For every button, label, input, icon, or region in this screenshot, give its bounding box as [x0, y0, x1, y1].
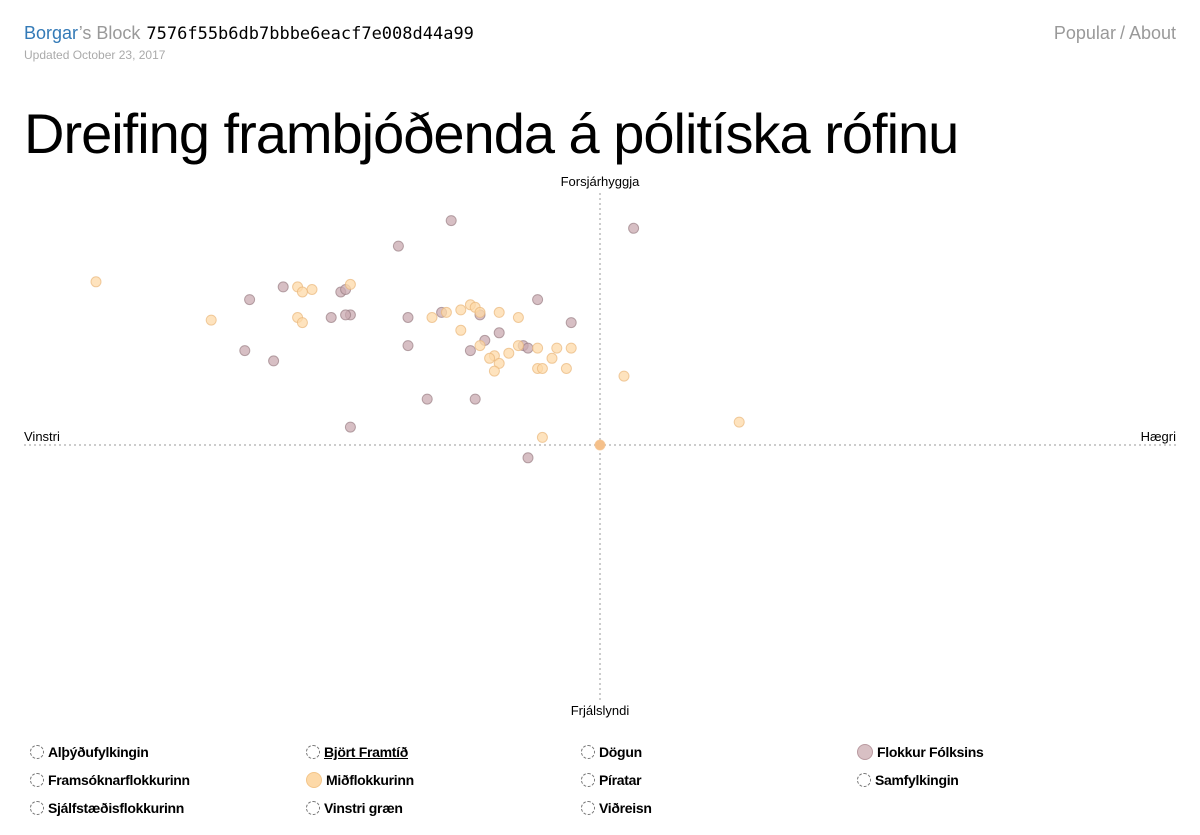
- flokkur-folksins-point[interactable]: [392, 240, 404, 252]
- midflokkurinn-point[interactable]: [565, 342, 577, 354]
- flokkur-folksins-point[interactable]: [469, 393, 481, 405]
- midflokkurinn-point[interactable]: [306, 284, 318, 295]
- flokkur-folksins-point[interactable]: [344, 421, 356, 433]
- midflokkurinn-point[interactable]: [618, 370, 630, 382]
- midflokkurinn-point[interactable]: [440, 306, 452, 318]
- flokkur-folksins-point[interactable]: [445, 215, 457, 227]
- midflokkurinn-point[interactable]: [493, 306, 505, 318]
- midflokkurinn-point[interactable]: [536, 431, 548, 443]
- midflokkurinn-point[interactable]: [503, 347, 515, 359]
- popular-link[interactable]: Popular: [1053, 23, 1116, 43]
- midflokkurinn-point[interactable]: [532, 342, 544, 354]
- block-header: Borgar’s Block 7576f55b6db7bbbe6eacf7e008…: [24, 22, 1176, 66]
- flokkur-folksins-point[interactable]: [402, 312, 414, 323]
- flokkur-folksins-point[interactable]: [325, 312, 337, 323]
- legend-swatch-icon: [306, 745, 320, 759]
- legend-item[interactable]: Framsóknarflokkurinn: [30, 769, 190, 791]
- legend-swatch-icon: [306, 801, 320, 815]
- legend-item[interactable]: Björt Framtíð: [306, 741, 408, 763]
- midflokkurinn-point[interactable]: [512, 312, 524, 323]
- flokkur-folksins-point[interactable]: [628, 222, 640, 234]
- legend-label: Dögun: [599, 744, 642, 760]
- breadcrumb: Borgar’s Block 7576f55b6db7bbbe6eacf7e008…: [24, 22, 1176, 45]
- flokkur-folksins-point[interactable]: [340, 309, 352, 321]
- legend-label: Flokkur Fólksins: [877, 744, 984, 760]
- legend-swatch-icon: [306, 772, 322, 788]
- flokkur-folksins-point[interactable]: [402, 340, 414, 352]
- data-points: [90, 215, 745, 464]
- legend-swatch-icon: [857, 773, 871, 787]
- updated-date: Updated October 23, 2017: [24, 48, 166, 62]
- flokkur-folksins-point[interactable]: [522, 342, 534, 354]
- flokkur-folksins-point[interactable]: [239, 345, 251, 357]
- scatter-plot: Forsjárhyggja Frjálslyndi Vinstri Hægri: [24, 174, 1177, 718]
- midflokkurinn-point[interactable]: [484, 352, 496, 364]
- flokkur-folksins-point[interactable]: [522, 452, 534, 464]
- midflokkurinn-point[interactable]: [488, 365, 500, 377]
- flokkur-folksins-point[interactable]: [277, 281, 289, 293]
- legend-label: Sjálfstæðisflokkurinn: [48, 800, 185, 816]
- legend-item[interactable]: Dögun: [581, 741, 642, 763]
- legend-swatch-icon: [857, 744, 873, 760]
- flokkur-folksins-point[interactable]: [244, 294, 256, 306]
- midflokkurinn-point[interactable]: [455, 304, 467, 316]
- legend-item[interactable]: Samfylkingin: [857, 769, 959, 791]
- axis-label-left: Vinstri: [24, 429, 60, 444]
- legend-swatch-icon: [581, 773, 595, 787]
- page-title: Dreifing frambjóðenda á pólitíska rófinu: [24, 102, 959, 165]
- legend-swatch-icon: [581, 801, 595, 815]
- midflokkurinn-point[interactable]: [205, 314, 217, 326]
- legend-label: Alþýðufylkingin: [48, 744, 149, 760]
- legend-swatch-icon: [581, 745, 595, 759]
- midflokkurinn-point[interactable]: [560, 363, 572, 374]
- legend-item[interactable]: Vinstri græn: [306, 797, 403, 819]
- midflokkurinn-point[interactable]: [90, 276, 102, 288]
- legend-label: Samfylkingin: [875, 772, 959, 788]
- midflokkurinn-point[interactable]: [546, 352, 558, 364]
- flokkur-folksins-point[interactable]: [532, 294, 544, 306]
- legend-item[interactable]: Alþýðufylkingin: [30, 741, 149, 763]
- flokkur-folksins-point[interactable]: [268, 355, 280, 367]
- legend-item[interactable]: Flokkur Fólksins: [857, 741, 984, 763]
- legend-label: Vinstri græn: [324, 800, 403, 816]
- axis-label-top: Forsjárhyggja: [561, 174, 641, 189]
- midflokkurinn-point[interactable]: [493, 357, 505, 369]
- origin-point[interactable]: [594, 439, 606, 451]
- axis-label-bottom: Frjálslyndi: [571, 703, 630, 718]
- flokkur-folksins-point[interactable]: [464, 345, 476, 357]
- midflokkurinn-point[interactable]: [536, 363, 548, 374]
- midflokkurinn-point[interactable]: [296, 317, 308, 329]
- midflokkurinn-point[interactable]: [455, 324, 467, 336]
- legend-label: Viðreisn: [599, 800, 652, 816]
- nav-separator: /: [1119, 23, 1125, 43]
- flokkur-folksins-point[interactable]: [493, 327, 505, 339]
- legend-item[interactable]: Sjálfstæðisflokkurinn: [30, 797, 184, 819]
- legend-label: Píratar: [599, 772, 642, 788]
- midflokkurinn-point[interactable]: [474, 340, 486, 352]
- legend-swatch-icon: [30, 773, 44, 787]
- legend-swatch-icon: [30, 745, 44, 759]
- legend-label: Björt Framtíð: [324, 744, 408, 760]
- legend-item[interactable]: Píratar: [581, 769, 642, 791]
- flokkur-folksins-point[interactable]: [565, 317, 577, 329]
- midflokkurinn-point[interactable]: [426, 312, 438, 323]
- flokkur-folksins-point[interactable]: [421, 393, 433, 405]
- top-nav: Popular / About: [1054, 22, 1176, 44]
- midflokkurinn-point[interactable]: [733, 416, 745, 428]
- midflokkurinn-point[interactable]: [296, 286, 308, 298]
- legend-swatch-icon: [30, 801, 44, 815]
- owner-link[interactable]: Borgar: [24, 23, 79, 43]
- axis-label-right: Hægri: [1141, 429, 1177, 444]
- legend-label: Framsóknarflokkurinn: [48, 772, 190, 788]
- midflokkurinn-point[interactable]: [551, 342, 563, 354]
- legend-item[interactable]: Miðflokkurinn: [306, 769, 414, 791]
- block-suffix: ’s Block: [78, 23, 141, 43]
- midflokkurinn-point[interactable]: [344, 278, 356, 290]
- legend-item[interactable]: Viðreisn: [581, 797, 652, 819]
- midflokkurinn-point[interactable]: [512, 340, 524, 352]
- legend-label: Miðflokkurinn: [326, 772, 414, 788]
- midflokkurinn-point[interactable]: [474, 306, 486, 318]
- gist-id: 7576f55b6db7bbbe6eacf7e008d44a99: [146, 24, 474, 44]
- about-link[interactable]: About: [1128, 23, 1176, 43]
